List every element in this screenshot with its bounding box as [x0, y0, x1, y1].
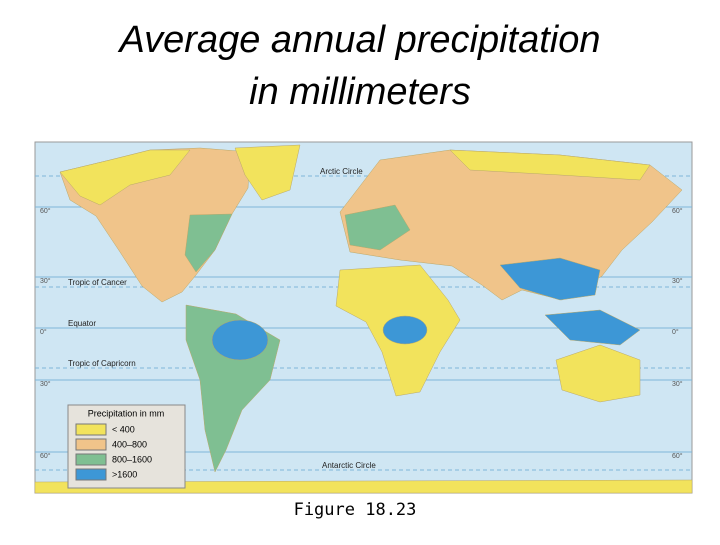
europe: [344, 204, 411, 251]
australia: [555, 344, 641, 403]
legend: Precipitation in mm < 400 400–800 800–1600…: [67, 404, 186, 489]
circle-label: Equator: [68, 319, 96, 328]
legend-label: < 400: [112, 424, 135, 434]
legend-title: Precipitation in mm: [88, 408, 165, 418]
legend-swatch: [75, 468, 107, 481]
latitude-label: 0°: [672, 328, 679, 336]
legend-label: 400–800: [112, 439, 147, 449]
latitude-label: 60°: [672, 452, 683, 460]
congo: [382, 315, 428, 345]
amazon: [211, 319, 269, 361]
eastern-us: [184, 213, 233, 273]
indonesia: [544, 309, 641, 346]
map: Arctic Circle Tropic of Cancer Equator T…: [34, 141, 693, 494]
legend-label: 800–1600: [112, 454, 152, 464]
latitude-labels: 60° 60° 30° 30° 0° 0° 30° 30° 60° 60°: [40, 207, 683, 460]
legend-swatch: [75, 453, 107, 466]
title-line: in millimeters: [249, 71, 471, 113]
south-asia: [499, 257, 601, 301]
circle-label: Tropic of Capricorn: [68, 359, 136, 368]
arctic-canada: [59, 149, 191, 206]
latitude-label: 30°: [40, 277, 51, 285]
latitude-label: 0°: [40, 328, 47, 336]
circle-label: Arctic Circle: [320, 167, 363, 176]
latitude-label: 30°: [672, 277, 683, 285]
circle-label: Antarctic Circle: [322, 461, 376, 470]
legend-items: < 400 400–800 800–1600 >1600: [75, 423, 152, 481]
legend-swatch: [75, 438, 107, 451]
latitude-label: 60°: [40, 207, 51, 215]
siberia-north: [449, 149, 651, 181]
circle-label: Tropic of Cancer: [68, 278, 127, 287]
legend-swatch: [75, 423, 107, 436]
caption: Figure 18.23: [294, 500, 417, 520]
title-line: Average annual precipitation: [118, 19, 601, 61]
latitude-label: 30°: [672, 380, 683, 388]
latitude-label: 60°: [672, 207, 683, 215]
greenland: [234, 144, 301, 201]
antarctica: [34, 479, 693, 494]
land: [34, 144, 693, 494]
latitude-label: 30°: [40, 380, 51, 388]
latitude-label: 60°: [40, 452, 51, 460]
legend-label: >1600: [112, 469, 137, 479]
